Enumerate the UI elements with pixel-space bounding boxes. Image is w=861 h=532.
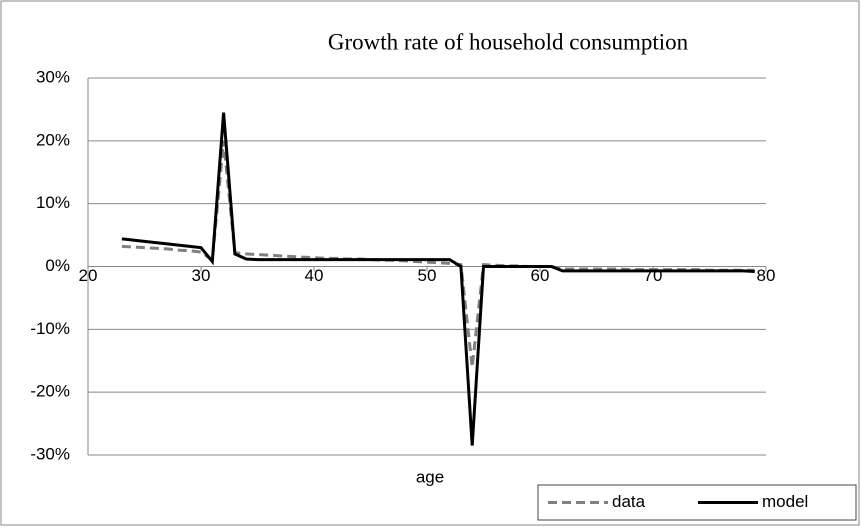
legend-label: model	[762, 492, 808, 511]
x-tick-label: 40	[305, 266, 324, 285]
y-tick-label: -10%	[30, 319, 70, 338]
y-tick-label: 30%	[36, 67, 70, 86]
x-tick-label: 60	[531, 266, 550, 285]
x-tick-label: 30	[192, 266, 211, 285]
series-line	[121, 112, 755, 446]
x-tick-label: 80	[757, 266, 776, 285]
y-tick-label: -30%	[30, 444, 70, 463]
x-axis-label: age	[416, 467, 444, 486]
chart-title: Growth rate of household consumption	[328, 29, 689, 54]
y-tick-label: 10%	[36, 193, 70, 212]
y-tick-label: -20%	[30, 382, 70, 401]
x-tick-label: 50	[418, 266, 437, 285]
y-tick-label: 20%	[36, 130, 70, 149]
legend-label: data	[612, 492, 646, 511]
x-tick-label: 20	[79, 266, 98, 285]
y-tick-label: 0%	[45, 256, 70, 275]
